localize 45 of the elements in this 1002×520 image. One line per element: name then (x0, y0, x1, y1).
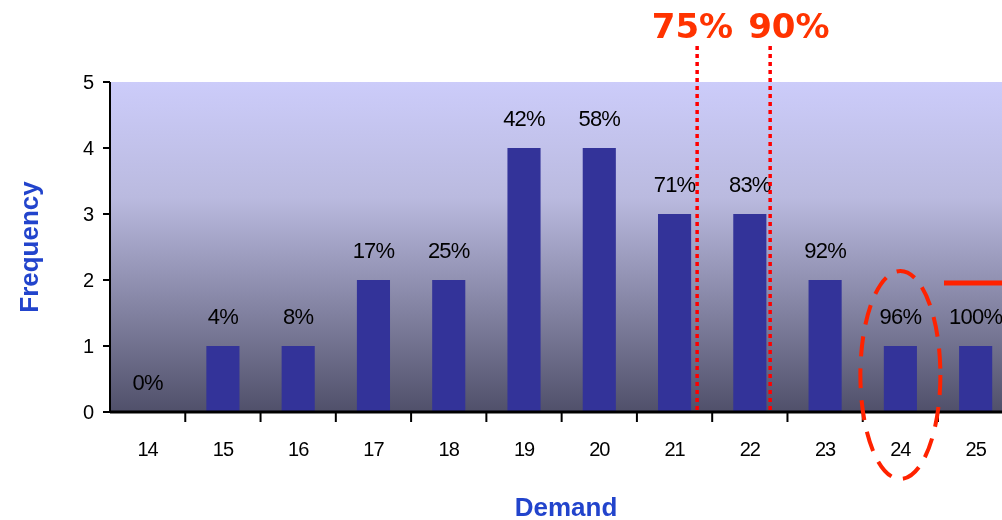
x-tick-label: 25 (965, 438, 987, 460)
bar (582, 148, 616, 412)
y-tick-label: 0 (82, 401, 94, 423)
x-tick-label: 24 (890, 438, 912, 460)
bar (281, 346, 315, 412)
y-axis-title: Frequency (14, 180, 44, 313)
annotation: 90% (748, 6, 830, 46)
x-tick-label: 15 (212, 438, 234, 460)
annotation: 75% (651, 6, 734, 46)
y-tick-label: 3 (82, 203, 94, 225)
bar (808, 280, 842, 412)
bar (507, 148, 541, 412)
x-tick-label: 21 (664, 438, 686, 460)
annotation: 8% (283, 304, 314, 329)
x-tick-label: 16 (288, 438, 310, 460)
annotation: 100% (949, 304, 1002, 329)
bar (356, 280, 391, 412)
annotation: 71% (653, 172, 696, 197)
x-tick-label: 14 (137, 438, 159, 460)
annotation: 4% (207, 304, 239, 329)
bar (432, 280, 466, 412)
annotation: 17% (352, 238, 395, 263)
annotation: 83% (729, 172, 771, 197)
bar (733, 214, 767, 412)
bar (883, 346, 917, 412)
x-tick-label: 18 (438, 438, 460, 460)
annotation: 92% (804, 238, 847, 263)
x-tick-label: 19 (513, 438, 536, 460)
x-tick-label: 23 (814, 438, 837, 460)
annotation: 58% (578, 106, 621, 131)
annotation: 96% (879, 304, 922, 329)
y-tick-label: 2 (82, 269, 94, 291)
annotation: 0% (132, 370, 163, 395)
bar (959, 346, 993, 412)
x-tick-label: 22 (739, 438, 761, 460)
y-tick-label: 4 (82, 137, 94, 159)
bar (206, 346, 240, 412)
annotation: 25% (427, 238, 470, 263)
annotation: 42% (503, 106, 546, 131)
y-tick-label: 1 (82, 335, 94, 357)
bar (658, 214, 692, 412)
x-axis-title: Demand (514, 492, 618, 520)
y-tick-label: 5 (82, 71, 94, 93)
x-tick-label: 20 (589, 438, 611, 460)
x-tick-label: 17 (363, 438, 385, 460)
